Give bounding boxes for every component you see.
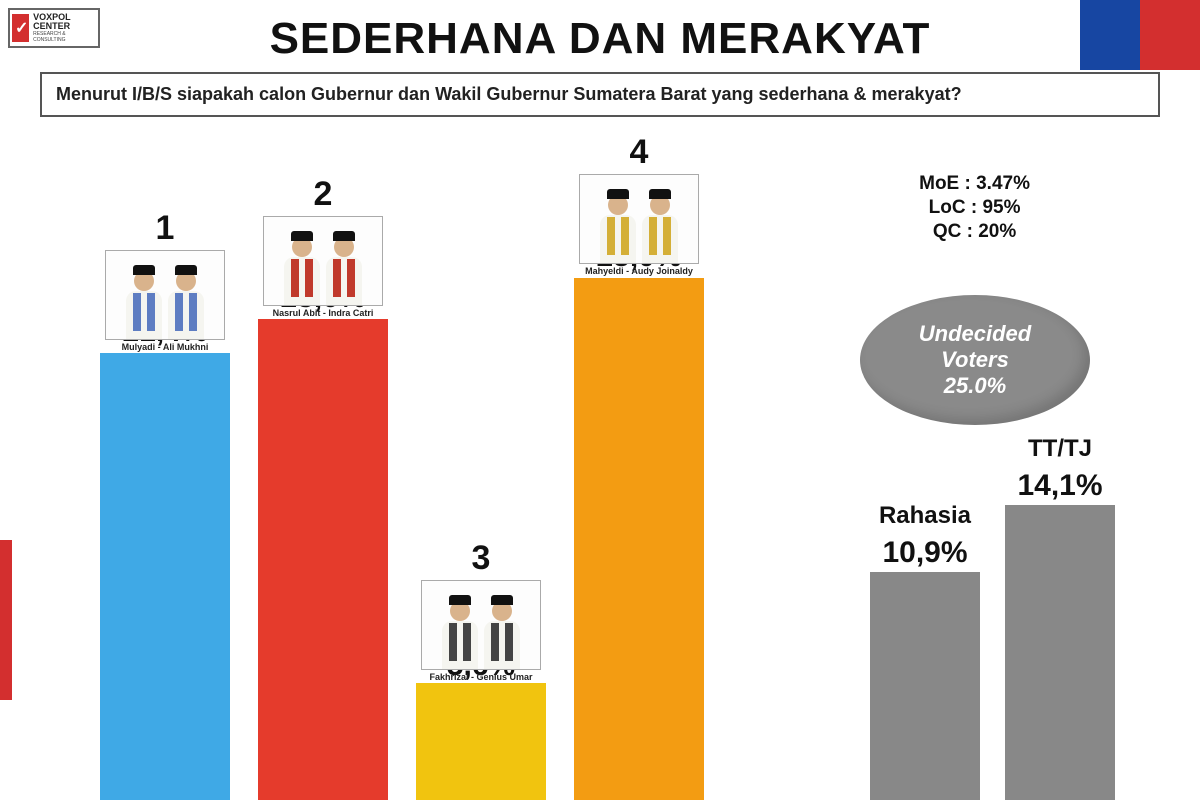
page-title: SEDERHANA DAN MERAKYAT [0,0,1200,64]
bar-c4: 25,0% [574,278,704,800]
bar-value-tttj: 14,1% [1005,469,1115,503]
candidate-photo [105,250,225,340]
stat-qc: QC : 20% [919,221,1030,243]
candidate-photo [579,174,699,264]
bar-c1: 21,4% [100,353,230,800]
person-icon [639,185,681,263]
logo-line2: CENTER [33,22,96,31]
undecided-line1: Undecided [860,321,1090,347]
survey-question: Menurut I/B/S siapakah calon Gubernur da… [40,72,1160,117]
candidate-name: Mahyeldi - Audy Joinaldy [574,266,704,276]
bar-tttj: 14,1% [1005,505,1115,800]
bar-label-tttj: TT/TJ [995,435,1125,463]
candidate-card-c2: 2 Nasrul Abit - Indra Catri [258,175,388,318]
accent-blue [1080,0,1140,70]
chart-area: MoE : 3.47% LoC : 95% QC : 20% Undecided… [40,165,1160,800]
stat-loc: LoC : 95% [919,197,1030,219]
candidate-number: 3 [416,539,546,578]
candidate-photo [263,216,383,306]
bar-value-rahasia: 10,9% [870,536,980,570]
stats-box: MoE : 3.47% LoC : 95% QC : 20% [919,171,1030,245]
candidate-number: 1 [100,209,230,248]
bar-label-rahasia: Rahasia [860,502,990,530]
candidate-card-c1: 1 Mulyadi - Ali Mukhni [100,209,230,352]
person-icon [165,261,207,339]
candidate-number: 4 [574,133,704,172]
logo-sub: RESEARCH & CONSULTING [33,31,96,43]
logo-text-wrap: VOXPOL CENTER RESEARCH & CONSULTING [33,13,96,43]
bar-c3: 5,6% [416,683,546,800]
person-icon [123,261,165,339]
candidate-name: Nasrul Abit - Indra Catri [258,308,388,318]
bar-c2: 23,0% [258,319,388,800]
accent-red-top [1140,0,1200,70]
candidate-card-c4: 4 Mahyeldi - Audy Joinaldy [574,133,704,276]
undecided-line2: Voters [860,347,1090,373]
undecided-value: 25.0% [860,373,1090,399]
person-icon [439,591,481,669]
candidate-photo [421,580,541,670]
stat-moe: MoE : 3.47% [919,173,1030,195]
undecided-badge: Undecided Voters 25.0% [860,295,1090,425]
candidate-card-c3: 3 Fakhrizal - Genius Umar [416,539,546,682]
person-icon [597,185,639,263]
person-icon [481,591,523,669]
person-icon [323,227,365,305]
logo: VOXPOL CENTER RESEARCH & CONSULTING [8,8,100,48]
person-icon [281,227,323,305]
logo-check-icon [12,14,29,42]
accent-red-side [0,540,12,700]
candidate-number: 2 [258,175,388,214]
bar-rahasia: 10,9% [870,572,980,800]
candidate-name: Fakhrizal - Genius Umar [416,672,546,682]
candidate-name: Mulyadi - Ali Mukhni [100,342,230,352]
